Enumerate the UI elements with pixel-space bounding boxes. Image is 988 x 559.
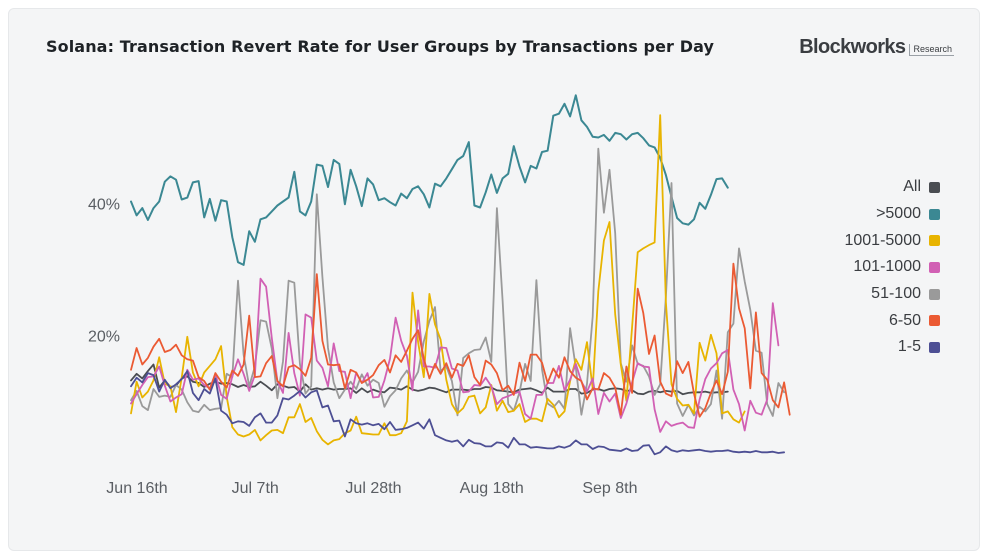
brand-sub: Research (909, 44, 954, 56)
y-tick-label: 20% (88, 329, 120, 346)
series-line-6-50 (130, 262, 791, 418)
series-line-1-5 (130, 370, 785, 456)
legend-label: 51-100 (871, 285, 921, 303)
legend-label: 101-1000 (853, 258, 921, 276)
brand-name: Blockworks (799, 36, 906, 58)
legend-swatch (929, 288, 940, 300)
legend-item[interactable]: 1-5 (780, 334, 940, 361)
chart-title: Solana: Transaction Revert Rate for User… (46, 37, 715, 56)
x-tick-label: Sep 8th (582, 480, 637, 497)
legend-swatch (929, 235, 940, 247)
x-tick-label: Jun 16th (106, 480, 167, 497)
legend-label: 1001-5000 (844, 231, 921, 249)
legend-item[interactable]: 1001-5000 (780, 227, 940, 254)
legend-item[interactable]: All (780, 174, 940, 201)
brand-logo: Blockworks Research (799, 36, 954, 59)
legend-item[interactable]: 51-100 (780, 281, 940, 308)
legend-swatch (929, 261, 940, 273)
legend-label: All (903, 178, 921, 196)
legend-swatch (929, 208, 940, 220)
legend-label: 1-5 (897, 338, 921, 356)
series-line-1001-5000 (130, 114, 746, 446)
x-tick-label: Jul 7th (232, 480, 279, 497)
legend-item[interactable]: 101-1000 (780, 254, 940, 281)
legend-label: 6-50 (888, 311, 921, 329)
series-line-5000 (130, 94, 729, 266)
legend-item[interactable]: 6-50 (780, 307, 940, 334)
legend-item[interactable]: >5000 (780, 201, 940, 228)
series-line-51-100 (130, 147, 785, 420)
legend-swatch (929, 315, 940, 327)
legend-swatch (929, 181, 940, 193)
y-tick-label: 40% (88, 197, 120, 214)
legend-swatch (929, 341, 940, 353)
chart-legend: All >5000 1001-5000 101-1000 51-100 6-50 1-5 (780, 174, 940, 361)
legend-label: >5000 (876, 205, 921, 223)
x-tick-label: Jul 28th (345, 480, 401, 497)
x-tick-label: Aug 18th (460, 480, 524, 497)
